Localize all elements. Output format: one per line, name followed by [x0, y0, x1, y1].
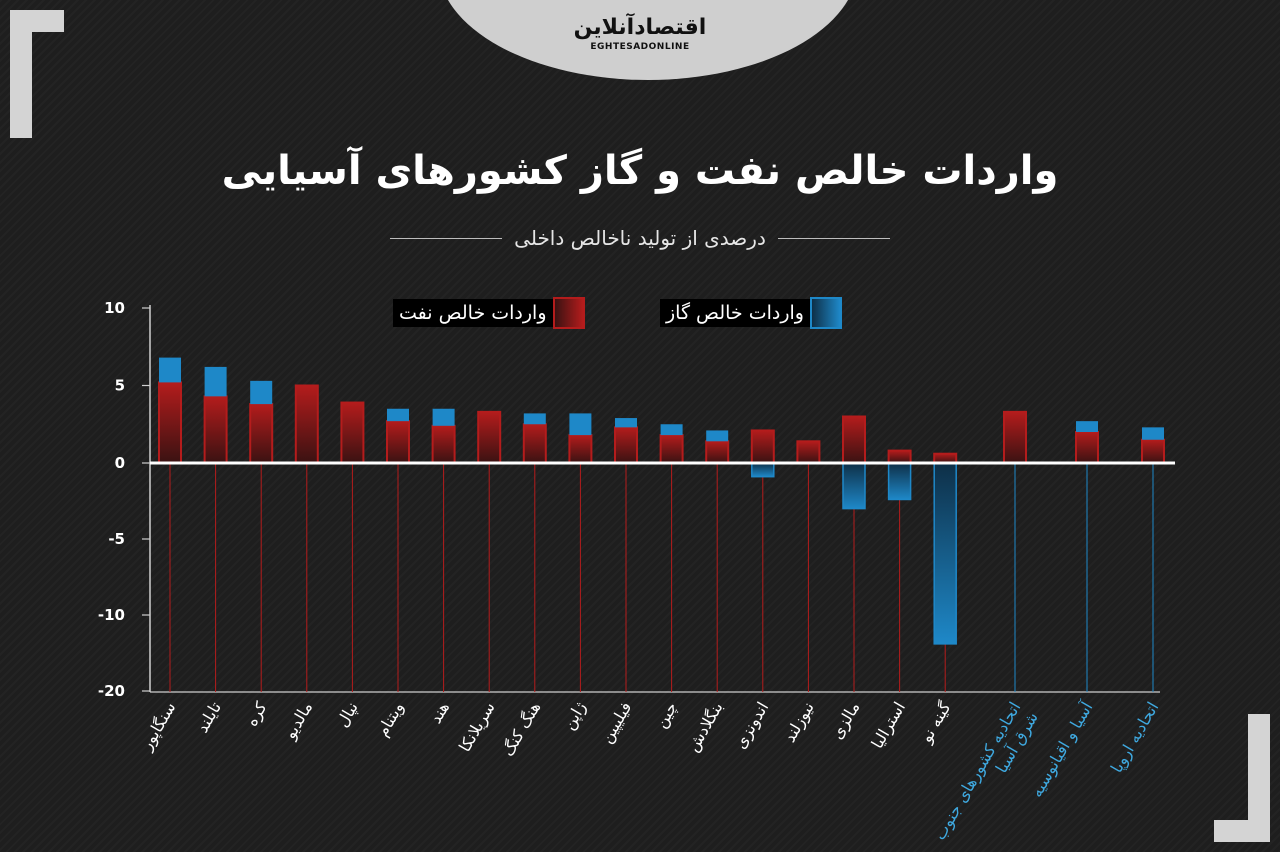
bar-oil — [1075, 431, 1099, 464]
x-category-label: ویتنام — [373, 699, 409, 741]
bar-gas — [387, 408, 409, 422]
bar-oil — [796, 440, 821, 464]
bar-gas — [615, 418, 637, 428]
subtitle-rule-right — [777, 237, 891, 239]
bar-gas — [159, 357, 181, 383]
x-category-label: گینه نو — [916, 698, 956, 747]
x-category-label: مالدیو — [280, 699, 318, 744]
bar-oil — [705, 440, 730, 464]
bar-gas — [933, 462, 957, 645]
bar-oil — [659, 434, 684, 465]
x-category-label: مالزی — [827, 699, 864, 743]
bar-gas — [842, 462, 866, 510]
bar-gas — [660, 424, 683, 436]
y-tick-label: -10 — [98, 606, 125, 624]
legend-oil-swatch — [552, 297, 585, 329]
bar-oil — [614, 426, 638, 465]
y-tick-label: 5 — [115, 377, 125, 395]
bar-oil — [477, 410, 502, 465]
bar-gas — [751, 462, 775, 478]
x-category-label: تایلند — [192, 699, 225, 736]
bar-gas — [887, 462, 912, 501]
y-tick-label: -20 — [98, 682, 125, 700]
chart-title: واردات خالص نفت و گاز کشورهای آسیایی — [221, 148, 1059, 194]
logo: اقتصادآنلاین EGHTESADONLINE — [540, 14, 740, 64]
bar-oil — [294, 384, 319, 464]
x-category-label: هند — [426, 699, 453, 727]
bar-oil — [203, 395, 228, 465]
chart-subtitle: درصدی از تولید ناخالص داخلی — [514, 226, 766, 250]
bar-gas — [432, 408, 455, 426]
bar-gas — [250, 380, 273, 405]
bar-oil — [158, 381, 182, 464]
y-tick-label: 0 — [115, 454, 125, 472]
x-category-label: نیوزلند — [780, 699, 819, 747]
bar-gas — [204, 366, 227, 397]
subtitle-row: درصدی از تولید ناخالص داخلی — [390, 224, 891, 252]
bar-gas — [523, 413, 546, 425]
x-category-label: بنگلادش — [683, 699, 727, 756]
legend-oil: واردات خالص نفت — [393, 297, 585, 329]
bar-gas — [1076, 421, 1098, 432]
logo-text-en: EGHTESADONLINE — [590, 42, 690, 52]
bar-oil — [887, 449, 912, 465]
frame-corner-bottom-right-horizontal — [1214, 820, 1270, 842]
bar-gas — [569, 413, 592, 436]
x-category-label: اندونزی — [730, 699, 773, 753]
x-category-label: چین — [651, 699, 682, 732]
x-category-label: ژاپن — [559, 698, 591, 733]
legend-gas-label: واردات خالص گاز — [660, 299, 810, 327]
x-category-label: سریلانکا — [455, 699, 500, 756]
x-category-label: سنگاپور — [136, 699, 180, 755]
legend-gas-swatch — [809, 297, 842, 329]
logo-text-fa: اقتصادآنلاین — [573, 15, 707, 40]
bar-gas — [1142, 427, 1164, 440]
frame-corner-bottom-right-vertical — [1248, 714, 1270, 842]
bar-oil — [431, 424, 456, 464]
x-category-label: کره — [242, 698, 272, 730]
x-category-label: فیلیپین — [597, 699, 637, 747]
bar-gas — [706, 430, 729, 442]
x-category-label: استرالیا — [867, 699, 910, 753]
bar-oil — [750, 429, 775, 465]
bar-oil — [1003, 410, 1027, 465]
bar-oil — [522, 423, 547, 464]
frame-corner-top-left-horizontal — [10, 10, 64, 32]
x-category-label: اتحادیه اروپا — [1107, 699, 1164, 777]
x-category-label: آسیا و اقیانوسیه — [1027, 697, 1098, 801]
bar-oil — [340, 401, 365, 464]
subtitle-rule-left — [390, 237, 503, 239]
y-tick-label: 10 — [104, 299, 125, 317]
x-category-label: نپال — [333, 699, 363, 731]
legend-gas: واردات خالص گاز — [660, 297, 842, 329]
y-tick-label: -5 — [108, 530, 125, 548]
frame-corner-top-left-vertical — [10, 10, 32, 138]
bar-oil — [386, 420, 410, 464]
bar-oil — [842, 415, 866, 464]
legend-oil-label: واردات خالص نفت — [393, 299, 553, 327]
x-category-label: هنگ کنگ — [498, 699, 544, 760]
bar-oil — [249, 403, 274, 465]
bar-oil — [568, 434, 593, 465]
bar-oil — [1141, 438, 1165, 464]
